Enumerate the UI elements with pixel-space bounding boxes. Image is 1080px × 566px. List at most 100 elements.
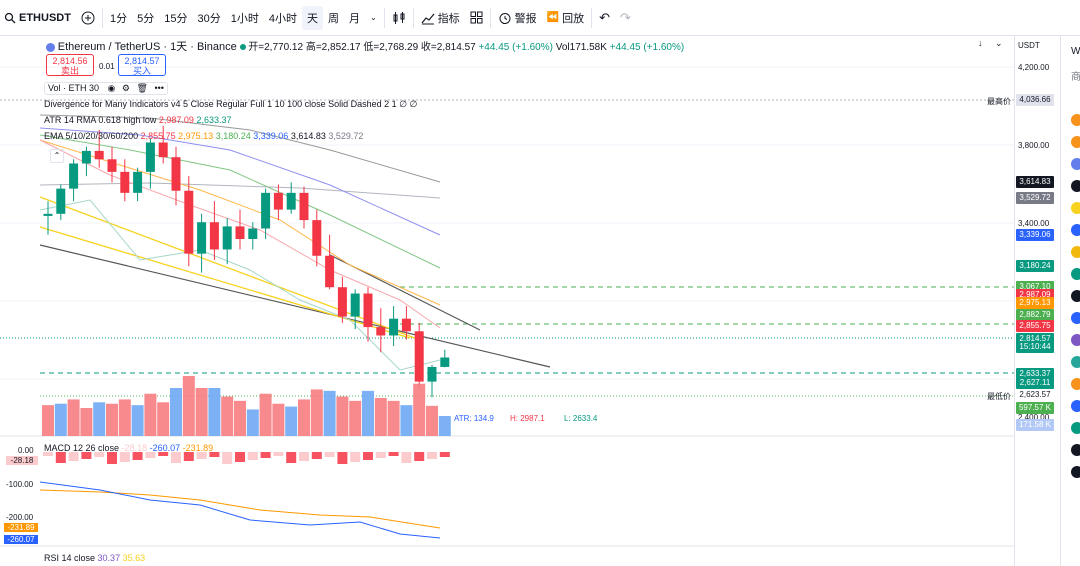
- rsi-label: RSI 14 close: [44, 553, 96, 563]
- chart-type-button[interactable]: [387, 6, 411, 30]
- macd-pane[interactable]: [39, 452, 450, 539]
- price-axis-label: 2,975.13: [1016, 297, 1054, 309]
- chart-area[interactable]: [0, 36, 1014, 566]
- candle-body: [427, 366, 437, 382]
- symbol-search[interactable]: ETHUSDT: [0, 6, 76, 30]
- candle-body: [337, 287, 347, 317]
- watchlist-symbol-icon[interactable]: [1071, 114, 1080, 126]
- watchlist-symbol-icon[interactable]: [1071, 180, 1080, 192]
- interval-dropdown[interactable]: ⌄: [365, 6, 382, 30]
- price-axis-label: 3,529.72: [1016, 192, 1054, 204]
- trash-icon[interactable]: 🗑: [136, 83, 148, 93]
- sell-button[interactable]: 2,814.56 卖出: [46, 54, 94, 76]
- macd-hist-bar: [375, 452, 386, 458]
- watchlist-symbol-icon[interactable]: [1071, 422, 1080, 434]
- watchlist-symbol-icon[interactable]: [1071, 356, 1080, 368]
- macd-hist-bar: [235, 452, 245, 462]
- price-tick: 3,400.00: [1018, 219, 1050, 228]
- watchlist-symbol-icon[interactable]: [1071, 400, 1080, 412]
- candle-body: [414, 331, 424, 382]
- interval-5m[interactable]: 5分: [137, 12, 155, 25]
- trendline[interactable]: [39, 196, 421, 341]
- watchlist-symbol-icon[interactable]: [1071, 378, 1080, 390]
- volume-bar: [323, 390, 336, 436]
- watchlist-symbol-icon[interactable]: [1071, 312, 1080, 324]
- legend-title: Ethereum / TetherUS · 1天 · Binance: [57, 41, 237, 53]
- watchlist-symbol-icon[interactable]: [1071, 246, 1080, 258]
- watchlist-symbol-icon[interactable]: [1071, 466, 1080, 478]
- market-open-icon: [239, 44, 246, 51]
- macd-hist-bar: [401, 452, 412, 463]
- interval-15m[interactable]: 15分: [164, 12, 188, 25]
- price-axis-label: 597.57 K: [1016, 402, 1054, 414]
- ema-indicator-legend[interactable]: EMA 5/10/20/30/60/200 2,855.75 2,975.13 …: [44, 131, 363, 141]
- volume-bar: [221, 396, 234, 436]
- lowest-price-label: 最低价: [987, 392, 1011, 401]
- alert-button[interactable]: 警报: [493, 6, 542, 30]
- chevron-down-icon[interactable]: ⌄: [995, 38, 1003, 48]
- volume-bar: [285, 406, 298, 436]
- rsi-legend[interactable]: RSI 14 close 30.37 35.63: [44, 553, 145, 563]
- alert-label: 警报: [514, 12, 537, 25]
- volume-bar: [93, 402, 106, 436]
- atr-value-1: 2,987.09: [158, 115, 194, 125]
- highest-price-value: 4,036.66: [1016, 94, 1054, 106]
- candlestick-series[interactable]: [43, 125, 450, 398]
- ema-indicator-label: EMA 5/10/20/30/60/200: [44, 131, 139, 141]
- watchlist-symbol-icon[interactable]: [1071, 136, 1080, 148]
- undo-button[interactable]: ↶: [594, 6, 615, 30]
- settings-icon[interactable]: ⚙: [121, 83, 130, 93]
- symbol-legend: Ethereum / TetherUS · 1天 · Binance 开=2,7…: [46, 38, 684, 54]
- interval-30m[interactable]: 30分: [197, 12, 221, 25]
- buy-button[interactable]: 2,814.57 买入: [118, 54, 166, 76]
- volume-bar: [208, 388, 221, 436]
- interval-1w[interactable]: 周: [327, 12, 339, 25]
- interval-1m[interactable]: 1分: [109, 12, 128, 25]
- rsi-value-1: 30.37: [97, 553, 121, 563]
- volume-bar: [234, 400, 246, 436]
- indicators-icon: [421, 13, 435, 24]
- collapse-legend-button[interactable]: ⌃: [50, 149, 64, 163]
- eye-icon[interactable]: ◉: [107, 83, 116, 93]
- macd-hist-bar: [439, 452, 450, 457]
- redo-button[interactable]: ↷: [615, 6, 636, 30]
- highest-price-label: 最高价: [987, 97, 1011, 106]
- download-icon[interactable]: ↓: [978, 38, 983, 48]
- candle-body: [56, 188, 66, 214]
- indicators-button[interactable]: 指标: [416, 6, 465, 30]
- interval-4h[interactable]: 4小时: [268, 12, 297, 25]
- macd-hist-bar: [337, 452, 348, 464]
- watchlist-symbol-icon[interactable]: [1071, 158, 1080, 170]
- templates-button[interactable]: [465, 6, 488, 30]
- atr-indicator-legend[interactable]: ATR 14 RMA 0.618 high low 2,987.09 2,633…: [44, 115, 232, 125]
- watchlist-symbol-icon[interactable]: [1071, 444, 1080, 456]
- interval-1mo[interactable]: 月: [348, 12, 360, 25]
- compare-button[interactable]: [76, 6, 100, 30]
- trendline[interactable]: [39, 244, 551, 368]
- macd-legend[interactable]: MACD 12 26 close -28.18 -260.07 -231.89: [44, 443, 213, 453]
- atr-indicator-label: ATR 14 RMA 0.618 high low: [44, 115, 157, 125]
- watchlist-symbol-icon[interactable]: [1071, 334, 1080, 346]
- replay-label: 回放: [562, 12, 585, 25]
- volume-bar: [118, 399, 131, 436]
- divergence-indicator-legend[interactable]: Divergence for Many Indicators v4 5 Clos…: [44, 99, 418, 109]
- macd-value-3: -231.89: [182, 443, 214, 453]
- volume-bar: [195, 388, 208, 436]
- macd-hist-bar: [286, 452, 297, 463]
- watchlist-symbol-icon[interactable]: [1071, 202, 1080, 214]
- macd-value-2: -260.07: [149, 443, 181, 453]
- candle-body: [363, 293, 373, 328]
- price-scale[interactable]: [1014, 36, 1061, 566]
- vol-indicator-legend[interactable]: Vol · ETH 30 ◉ ⚙ 🗑 •••: [44, 82, 168, 95]
- watchlist-symbol-icon[interactable]: [1071, 268, 1080, 280]
- candle-body: [299, 192, 309, 221]
- currency-selector[interactable]: USDT: [1018, 41, 1040, 50]
- interval-1h[interactable]: 1小时: [230, 12, 259, 25]
- watchlist-symbol-icon[interactable]: [1071, 224, 1080, 236]
- replay-button[interactable]: ⏪ 回放: [542, 6, 589, 30]
- interval-1d[interactable]: 天: [301, 5, 323, 30]
- macd-hist-bar: [196, 452, 207, 459]
- more-icon[interactable]: •••: [154, 83, 164, 93]
- macd-hist-bar: [209, 452, 220, 457]
- watchlist-symbol-icon[interactable]: [1071, 290, 1080, 302]
